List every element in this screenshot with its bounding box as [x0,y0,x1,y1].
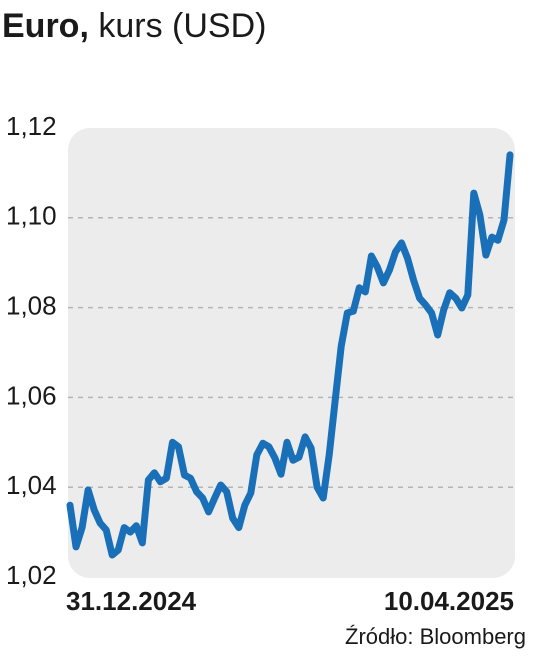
y-tick-label: 1,04 [6,470,57,500]
chart-title: Euro, [2,7,89,45]
y-tick-label: 1,12 [6,111,57,141]
x-tick-label: 10.04.2025 [384,586,514,616]
data-line [66,151,514,559]
source: Źródło: Bloomberg [345,624,526,649]
x-tick-label: 31.12.2024 [66,586,197,616]
chart-subtitle: kurs (USD) [98,7,266,45]
chart-heading: Euro, kurs (USD) [2,7,266,45]
y-tick-label: 1,08 [6,290,57,320]
y-tick-label: 1,10 [6,201,57,231]
y-tick-label: 1,06 [6,380,57,410]
y-tick-label: 1,02 [6,560,57,590]
plot-background [68,128,515,578]
